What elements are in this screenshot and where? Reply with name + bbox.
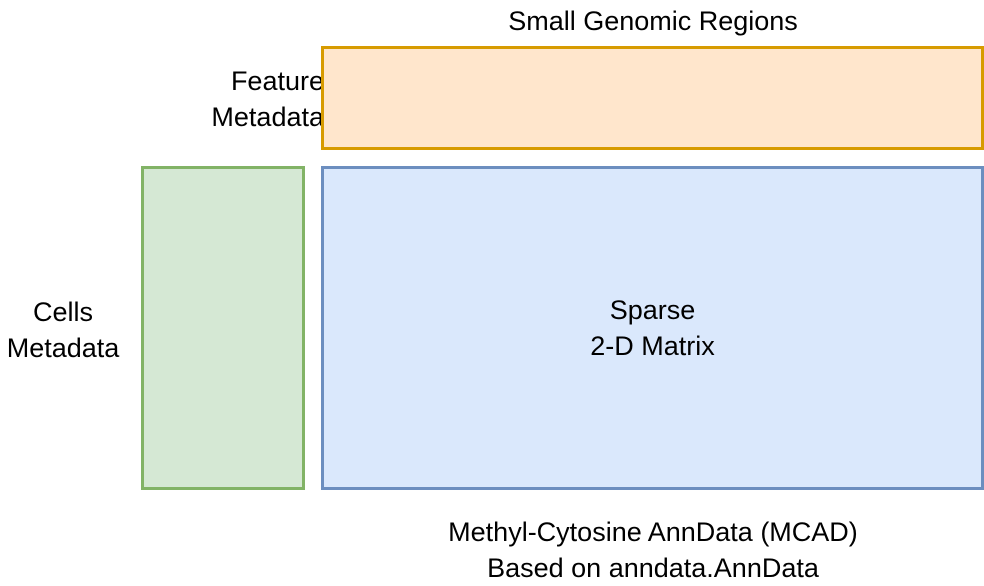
- mcad-caption: Methyl-Cytosine AnnData (MCAD) Based on …: [322, 514, 984, 586]
- feature-metadata-label: Feature Metadata: [160, 63, 324, 135]
- sparse-matrix-box: Sparse 2-D Matrix: [321, 166, 984, 490]
- sparse-matrix-label: Sparse 2-D Matrix: [590, 292, 715, 364]
- cells-metadata-line2: Metadata: [6, 333, 120, 363]
- small-genomic-regions-text: Small Genomic Regions: [508, 6, 798, 36]
- small-genomic-regions-label: Small Genomic Regions: [322, 3, 984, 39]
- feature-metadata-line2: Metadata: [211, 102, 324, 132]
- sparse-matrix-line1: Sparse: [609, 295, 696, 325]
- feature-metadata-box: [321, 46, 984, 150]
- cells-metadata-label: Cells Metadata: [0, 294, 126, 366]
- mcad-caption-line2: Based on anndata.AnnData: [487, 553, 819, 583]
- feature-metadata-line1: Feature: [230, 66, 324, 96]
- mcad-caption-line1: Methyl-Cytosine AnnData (MCAD): [448, 517, 858, 547]
- cells-metadata-line1: Cells: [32, 297, 93, 327]
- sparse-matrix-line2: 2-D Matrix: [590, 331, 715, 361]
- cells-metadata-box: [141, 166, 305, 490]
